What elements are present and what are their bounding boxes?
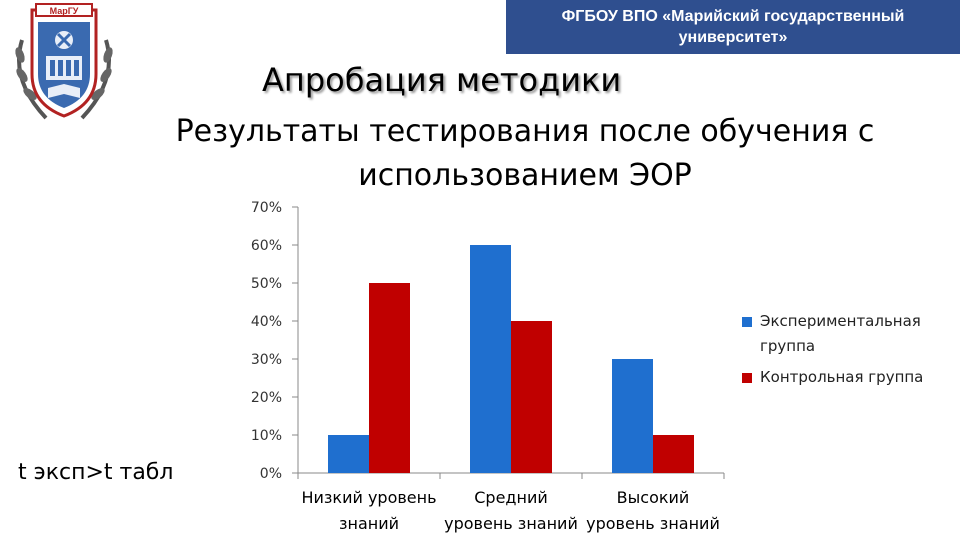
header-line-2: университет» [678, 29, 788, 46]
bar [653, 435, 694, 473]
y-tick-label: 30% [251, 352, 282, 368]
t-test-note: t эксп>t табл [18, 460, 174, 485]
x-tick-label: Низкий уровень [301, 488, 436, 507]
legend-label: Экспериментальная [760, 312, 921, 330]
bar [369, 283, 410, 473]
logo-text: МарГУ [50, 6, 79, 16]
y-tick-label: 40% [251, 314, 282, 330]
legend-label: Контрольная группа [760, 368, 923, 386]
x-tick-label: уровень знаний [586, 514, 720, 533]
x-tick-label: уровень знаний [444, 514, 578, 533]
bar [612, 359, 653, 473]
y-tick-label: 10% [251, 428, 282, 444]
y-tick-label: 0% [260, 466, 282, 482]
x-tick-label: Средний [474, 488, 548, 507]
legend-swatch [742, 373, 752, 383]
y-tick-label: 60% [251, 238, 282, 254]
bar [470, 245, 511, 473]
y-tick-label: 50% [251, 276, 282, 292]
header-line-1: ФГБОУ ВПО «Марийский государственный [561, 8, 905, 25]
y-tick-label: 70% [251, 200, 282, 216]
chart-title: Результаты тестирования после обучения с… [175, 114, 875, 193]
x-tick-label: Высокий [617, 488, 690, 507]
page-title: Апробация методики [262, 61, 622, 99]
y-tick-label: 20% [251, 390, 282, 406]
bar [328, 435, 369, 473]
bar [511, 321, 552, 473]
legend-swatch [742, 317, 752, 327]
header-band: ФГБОУ ВПО «Марийский государственный уни… [506, 0, 960, 54]
university-crest-icon: МарГУ [15, 3, 113, 120]
x-tick-label: знаний [339, 514, 399, 533]
legend-label: группа [760, 337, 815, 355]
